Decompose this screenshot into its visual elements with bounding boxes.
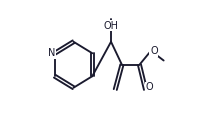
Text: O: O <box>145 82 153 92</box>
Text: N: N <box>48 48 55 58</box>
Text: OH: OH <box>103 21 119 31</box>
Text: O: O <box>150 46 158 56</box>
